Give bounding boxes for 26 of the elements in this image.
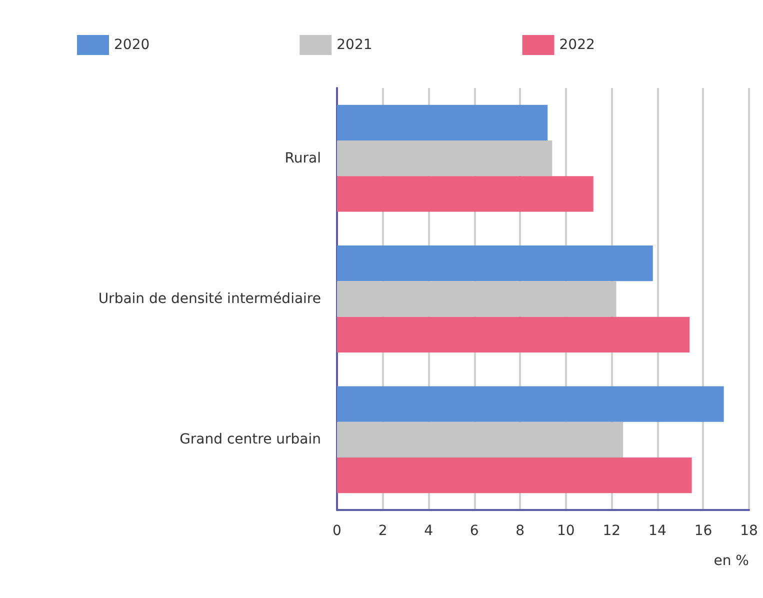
- bar: [337, 176, 594, 212]
- x-tick-label: 2: [378, 523, 388, 539]
- x-tick-label: 16: [694, 523, 712, 539]
- x-tick-label: 4: [424, 523, 434, 539]
- y-tick-label: Grand centre urbain: [180, 432, 321, 448]
- bar: [337, 246, 653, 282]
- bar: [337, 386, 724, 422]
- x-tick-label: 12: [602, 523, 621, 539]
- bar: [337, 104, 548, 141]
- legend-label: 2020: [114, 37, 150, 53]
- x-tick-label: 14: [648, 523, 666, 539]
- y-tick-label: Rural: [284, 150, 321, 166]
- x-tick-label: 10: [556, 523, 575, 539]
- legend-label: 2022: [559, 37, 595, 53]
- bar: [337, 422, 624, 458]
- y-tick-label: Urbain de densité intermédiaire: [98, 291, 321, 307]
- bar: [337, 281, 616, 317]
- legend-label: 2021: [336, 37, 372, 53]
- x-tick-label: 8: [516, 523, 525, 539]
- x-tick-label: 6: [470, 523, 479, 539]
- x-axis-title: en %: [714, 553, 749, 569]
- x-tick-label: 0: [332, 523, 342, 539]
- bar: [337, 316, 690, 352]
- x-tick-label: 18: [740, 523, 758, 539]
- bar: [337, 140, 552, 176]
- bar: [337, 457, 692, 494]
